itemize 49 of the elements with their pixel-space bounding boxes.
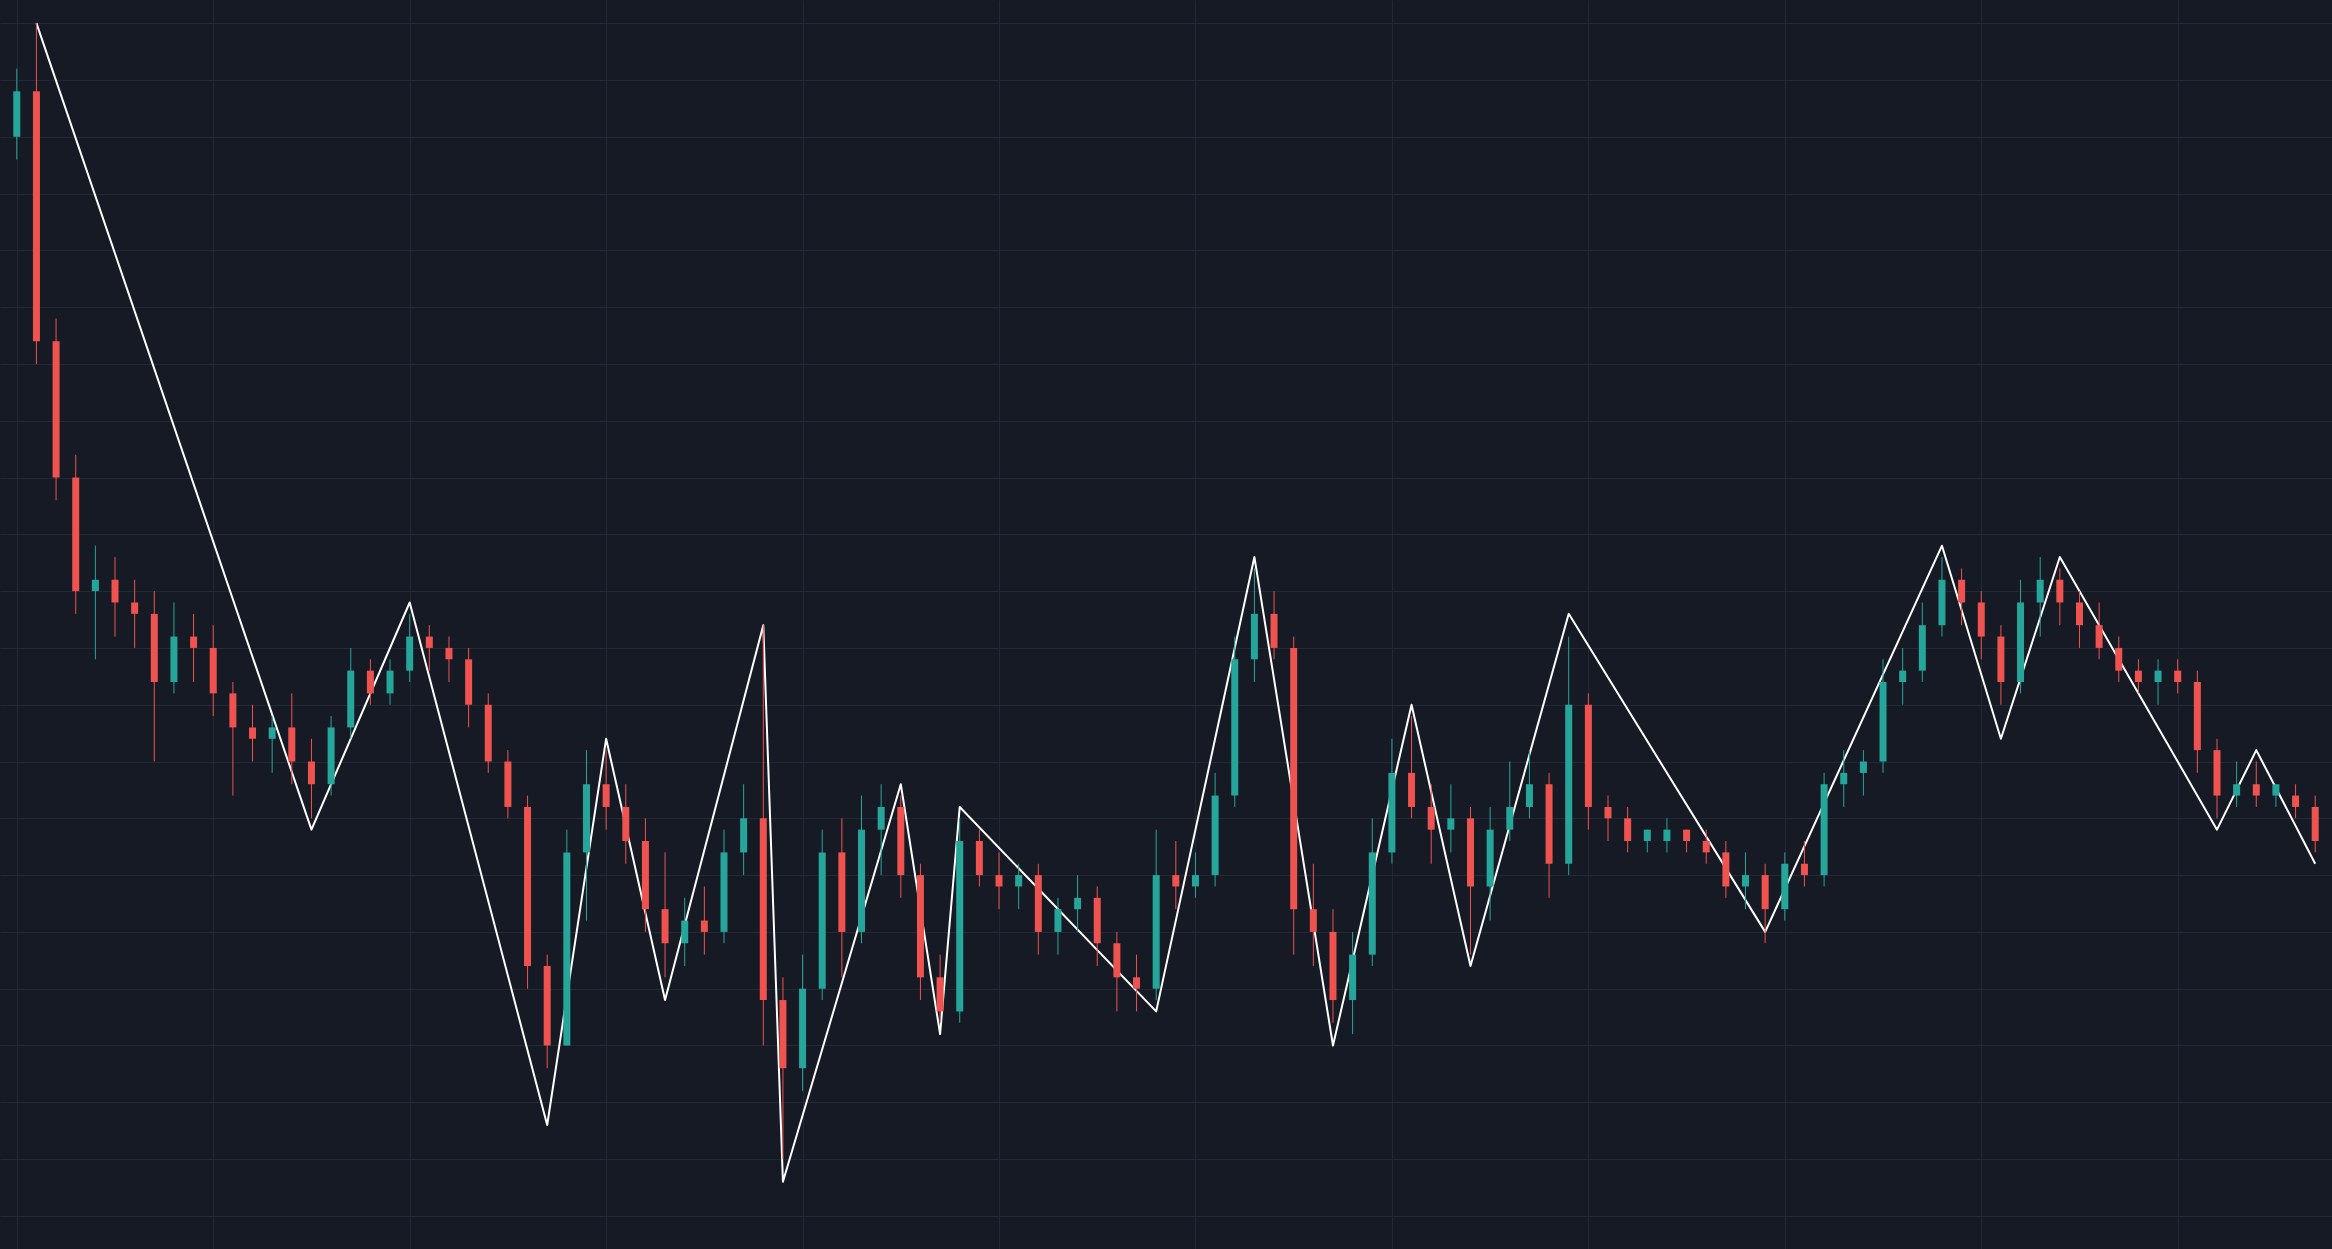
candlestick <box>2075 590 2083 649</box>
candlestick <box>2252 761 2260 808</box>
candlestick <box>2095 601 2103 660</box>
candlestick <box>2174 658 2182 694</box>
candlestick <box>1015 863 1023 910</box>
candlestick <box>131 579 139 649</box>
candlestick <box>1172 840 1180 910</box>
candlestick <box>1525 749 1533 819</box>
candlestick <box>1133 954 1141 1012</box>
candlestick <box>2292 783 2300 819</box>
candlestick <box>386 658 394 706</box>
candlestick <box>681 897 689 967</box>
candlestick <box>2272 783 2280 808</box>
candlestick <box>268 715 276 774</box>
candlestick <box>1840 749 1848 808</box>
candlestick <box>1800 840 1808 887</box>
candlestick <box>2233 761 2241 808</box>
candlestick <box>1958 567 1966 626</box>
candlestick <box>1447 783 1455 853</box>
candlestick <box>1054 897 1062 956</box>
candlestick <box>995 851 1003 910</box>
candlestick <box>877 783 885 876</box>
candlestick <box>1702 829 1710 865</box>
candlestick <box>700 885 708 956</box>
candlestick <box>190 613 198 683</box>
candlestick <box>1742 851 1750 910</box>
candlestick <box>1309 863 1317 967</box>
candlestick <box>445 636 453 683</box>
candlestick <box>425 624 433 672</box>
candlestick <box>307 738 315 819</box>
candlestick <box>2134 658 2142 694</box>
candlestick <box>2036 556 2044 638</box>
candlestick <box>1859 749 1867 797</box>
candlestick <box>1663 817 1671 853</box>
candlestick <box>2154 658 2162 706</box>
candlestick <box>1074 874 1082 933</box>
candlestick <box>602 749 610 831</box>
candlestick <box>1899 647 1907 706</box>
candlestick <box>1624 806 1632 853</box>
candlestick <box>1506 761 1514 842</box>
candlestick <box>1191 851 1199 899</box>
candlestick <box>111 556 119 638</box>
candlestick <box>2056 567 2064 626</box>
candlestick <box>91 545 99 660</box>
candlestick <box>1427 783 1435 865</box>
candlestick <box>1604 795 1612 842</box>
candlestick <box>366 658 374 706</box>
candlestick <box>249 704 257 763</box>
candlestick <box>2115 636 2123 683</box>
